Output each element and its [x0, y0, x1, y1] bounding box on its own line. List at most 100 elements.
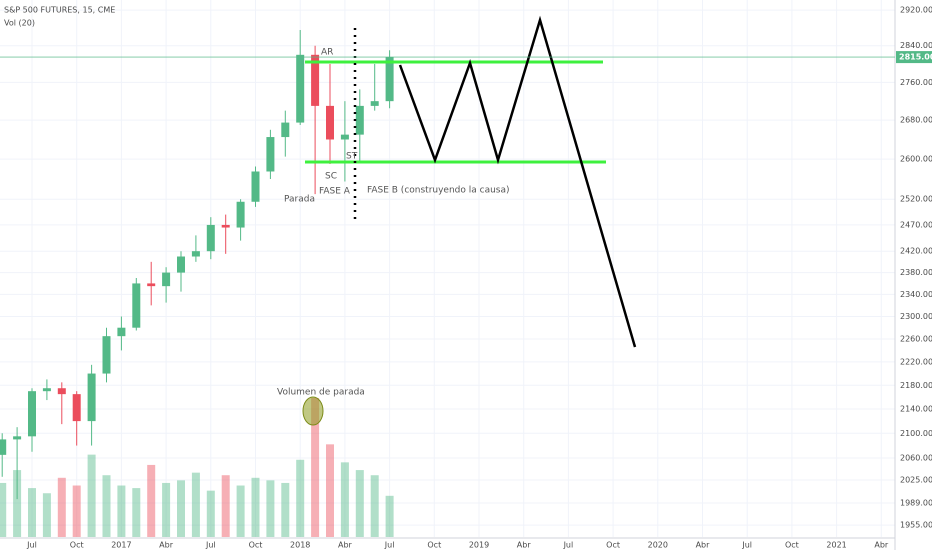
y-tick-label: 2340.00 [900, 290, 932, 299]
volume-bar [340, 462, 349, 537]
volume-bar [206, 490, 215, 537]
y-tick-label: 2470.00 [900, 220, 932, 229]
annotation: FASE B (construyendo la causa) [367, 186, 510, 196]
x-tick-label: Jul [563, 541, 574, 550]
x-tick-label: Oct [606, 541, 620, 550]
volume-bar [311, 398, 320, 537]
volume-bar [102, 475, 111, 537]
volume-bar [281, 482, 290, 537]
candle-body [28, 391, 36, 437]
x-tick-label: Jul [205, 541, 216, 550]
x-tick-label: Oct [427, 541, 441, 550]
volume-layer [0, 398, 394, 537]
annotation: Parada [284, 195, 315, 205]
chart-title: S&P 500 FUTURES, 15, CME [4, 6, 115, 15]
annotation: FASE A [319, 187, 351, 197]
x-tick-label: 2019 [469, 541, 489, 550]
candle-body [191, 251, 200, 257]
volume-bar [13, 470, 22, 537]
candle-body [355, 105, 364, 135]
y-tick-label: 2600.00 [900, 155, 932, 164]
candle-body [296, 54, 305, 123]
x-tick-label: Abr [517, 541, 532, 550]
candle-body [0, 439, 7, 455]
volume-bar [42, 493, 51, 537]
x-tick-label: Abr [696, 541, 711, 550]
volume-bar [72, 485, 81, 537]
volume-bar [326, 444, 334, 537]
last-price-box [896, 51, 932, 64]
x-tick-label: Abr [874, 541, 889, 550]
volume-bar [251, 477, 260, 537]
y-tick-label: 2025.00 [900, 475, 932, 484]
volume-bar [117, 485, 126, 537]
volume-bar [162, 482, 171, 537]
volume-bar [28, 488, 36, 537]
volume-bar [296, 459, 305, 537]
volume-bar [236, 485, 245, 537]
volume-bar [221, 475, 230, 537]
candle-body [236, 201, 245, 228]
volume-bar [385, 495, 394, 537]
y-tick-label: 2260.00 [900, 335, 932, 344]
x-tick-label: Abr [338, 541, 353, 550]
volume-bar [355, 470, 364, 537]
y-tick-label: 1989.00 [900, 498, 932, 507]
y-tick-label: 2760.00 [900, 78, 932, 87]
candle-body [326, 105, 334, 140]
y-tick-label: 2300.00 [900, 312, 932, 321]
y-tick-label: 2140.00 [900, 405, 932, 414]
annotation: SC [325, 172, 337, 182]
candle-body [162, 272, 171, 287]
candle-body [340, 134, 349, 140]
y-tick-label: 2180.00 [900, 381, 932, 390]
grid [0, 0, 895, 537]
y-tick-label: 2840.00 [900, 41, 932, 50]
candle-body [251, 171, 260, 202]
candle-body [281, 122, 290, 138]
x-tick-label: Jul [741, 541, 752, 550]
volume-bar [191, 472, 200, 537]
volume-bar [266, 480, 275, 537]
candle-body [42, 388, 51, 392]
annotation: Volumen de parada [277, 388, 365, 398]
volume-bar [0, 482, 7, 537]
x-tick-label: Oct [785, 541, 799, 550]
y-tick-label: 2380.00 [900, 268, 932, 277]
candle-body [72, 394, 81, 422]
volume-bar [132, 488, 141, 537]
volume-bar [87, 454, 96, 537]
candle-body [102, 336, 111, 374]
candle-body [57, 388, 66, 395]
candle-body [385, 57, 394, 102]
annotation: ST [346, 152, 358, 162]
candle-body [13, 436, 22, 440]
candle-body [177, 256, 185, 273]
y-tick-label: 2220.00 [900, 357, 932, 366]
annotation: AR [321, 48, 333, 58]
x-tick-label: 2020 [648, 541, 668, 550]
x-tick-label: 2018 [290, 541, 310, 550]
x-tick-label: 2017 [111, 541, 131, 550]
y-tick-label: 2100.00 [900, 429, 932, 438]
x-tick-label: Jul [26, 541, 37, 550]
x-tick-label: Oct [70, 541, 84, 550]
y-tick-label: 2420.00 [900, 247, 932, 256]
volume-highlight [302, 396, 324, 426]
x-tick-label: Jul [384, 541, 395, 550]
candle-body [221, 224, 230, 228]
candle-body [87, 373, 96, 422]
last-price-label: 2815.00 [899, 53, 932, 62]
candle-body [311, 54, 320, 106]
x-tick-label: Abr [159, 541, 174, 550]
candle-body [132, 283, 141, 328]
y-tick-label: 1955.00 [900, 521, 932, 530]
candle-body [370, 101, 379, 106]
volume-label: Vol (20) [4, 19, 35, 28]
candle-body [206, 224, 215, 252]
volume-bar [177, 480, 185, 537]
x-tick-label: 2021 [826, 541, 846, 550]
y-tick-label: 2680.00 [900, 116, 932, 125]
